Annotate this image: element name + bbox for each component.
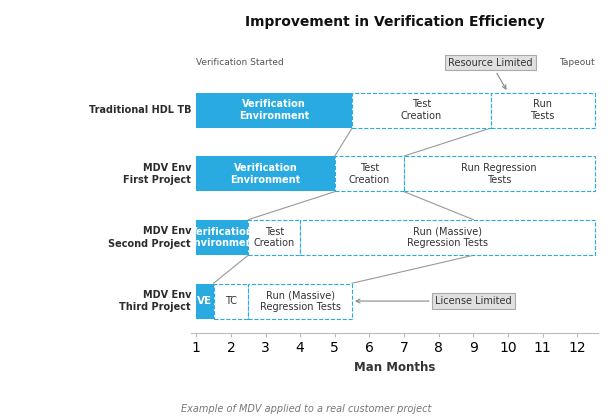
Text: Test
Creation: Test Creation: [254, 227, 295, 248]
Text: MDV Env
First Project: MDV Env First Project: [123, 163, 191, 185]
Text: Run (Massive)
Regression Tests: Run (Massive) Regression Tests: [407, 227, 488, 248]
Text: VE: VE: [197, 296, 213, 306]
Bar: [404, 156, 595, 191]
Text: Traditional HDL TB: Traditional HDL TB: [88, 105, 191, 115]
Bar: [300, 220, 595, 255]
Bar: [335, 156, 404, 191]
Text: Run
Tests: Run Tests: [530, 99, 555, 121]
Text: TC: TC: [225, 296, 237, 306]
Text: Tapeout: Tapeout: [559, 58, 595, 67]
Text: Verification
Environment: Verification Environment: [239, 99, 310, 121]
Bar: [248, 220, 300, 255]
Text: License Limited: License Limited: [356, 296, 512, 306]
Bar: [248, 283, 352, 319]
Text: Verification
Environment: Verification Environment: [230, 163, 300, 185]
Bar: [196, 156, 335, 191]
X-axis label: Man Months: Man Months: [354, 361, 435, 374]
Bar: [196, 283, 213, 319]
Text: Run (Massive)
Regression Tests: Run (Massive) Regression Tests: [260, 290, 341, 312]
Text: Test
Creation: Test Creation: [349, 163, 390, 185]
Text: Verification
Environment: Verification Environment: [187, 227, 257, 248]
Text: MDV Env
Second Project: MDV Env Second Project: [109, 226, 191, 249]
Bar: [490, 93, 595, 128]
Bar: [196, 93, 352, 128]
Text: Verification Started: Verification Started: [196, 58, 284, 67]
Text: Resource Limited: Resource Limited: [448, 58, 533, 89]
Text: Run Regression
Tests: Run Regression Tests: [462, 163, 537, 185]
Text: MDV Env
Third Project: MDV Env Third Project: [120, 290, 191, 312]
Bar: [352, 93, 490, 128]
Bar: [196, 220, 248, 255]
Title: Improvement in Verification Efficiency: Improvement in Verification Efficiency: [245, 15, 544, 29]
Text: Example of MDV applied to a real customer project: Example of MDV applied to a real custome…: [181, 404, 432, 414]
Bar: [213, 283, 248, 319]
Text: Test
Creation: Test Creation: [401, 99, 442, 121]
